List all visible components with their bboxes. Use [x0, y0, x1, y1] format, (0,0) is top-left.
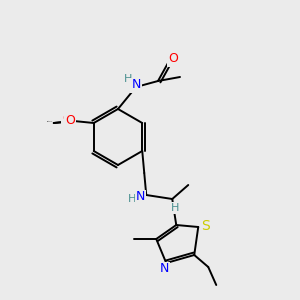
- Text: S: S: [201, 219, 210, 233]
- Text: H: H: [124, 74, 132, 84]
- Text: N: N: [136, 190, 145, 203]
- Text: N: N: [160, 262, 169, 275]
- Text: H: H: [171, 203, 179, 213]
- Text: O: O: [168, 52, 178, 65]
- Text: methoxy: methoxy: [46, 120, 53, 122]
- Text: O: O: [62, 112, 72, 125]
- Text: H: H: [128, 194, 136, 204]
- Text: N: N: [131, 79, 141, 92]
- Text: O: O: [65, 113, 75, 127]
